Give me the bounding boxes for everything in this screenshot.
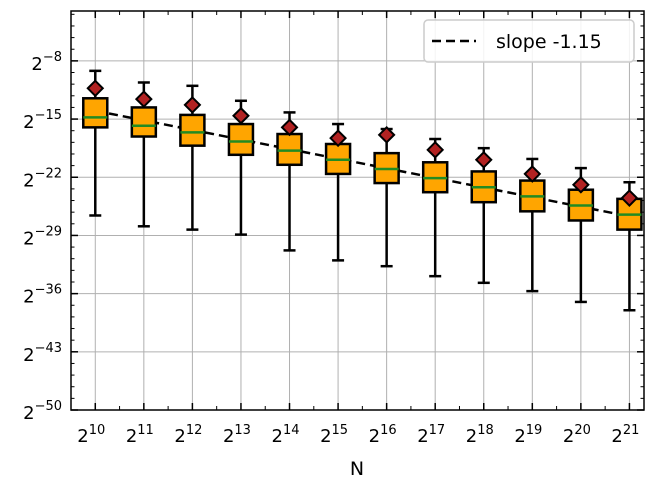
axes: 210 211 212 213 214 215 216 217 218 219 220 221 2−8 2… xyxy=(23,10,645,480)
mean-marker xyxy=(329,129,347,148)
x-tick-label: 216 xyxy=(369,423,397,447)
box-group xyxy=(130,81,158,228)
legend: slope -1.15 xyxy=(423,19,635,63)
mean-marker xyxy=(232,106,250,125)
x-tick-label: 214 xyxy=(272,423,300,447)
mean-marker xyxy=(426,140,445,159)
box-group xyxy=(616,180,643,312)
mean-marker xyxy=(523,165,542,183)
x-tick-label: 220 xyxy=(563,423,591,447)
box-group xyxy=(421,137,449,278)
box-iqr xyxy=(227,122,255,157)
legend-box xyxy=(423,19,635,63)
x-tick-label: 212 xyxy=(174,423,202,447)
y-tick-label: 2−50 xyxy=(23,399,62,424)
box-group xyxy=(227,99,255,236)
x-tick-label: 213 xyxy=(223,423,251,447)
mean-marker xyxy=(280,118,299,137)
mean-marker xyxy=(620,189,639,207)
mean-marker xyxy=(474,150,493,169)
y-tick-label: 2−8 xyxy=(31,50,62,75)
box-iqr xyxy=(82,97,109,129)
y-tick-label: 2−15 xyxy=(23,108,62,133)
fit-line xyxy=(95,109,630,218)
x-tick-label: 221 xyxy=(611,423,639,447)
box-group xyxy=(373,125,400,268)
x-tick-label: 210 xyxy=(77,423,105,447)
mean-marker xyxy=(134,90,153,109)
box-group xyxy=(276,111,303,252)
box-group xyxy=(82,69,109,217)
box-group xyxy=(324,122,352,262)
box-group xyxy=(519,157,546,293)
y-tick-label: 2−43 xyxy=(23,341,62,366)
y-tick-label: 2−29 xyxy=(23,224,62,249)
x-axis-label: N xyxy=(350,458,364,480)
x-tick-label: 219 xyxy=(514,423,542,447)
x-tick-label: 218 xyxy=(466,423,494,447)
x-tick-label: 215 xyxy=(320,423,348,447)
legend-label: slope -1.15 xyxy=(496,31,602,53)
box-layer xyxy=(82,69,643,312)
y-tick-label: 2−36 xyxy=(23,283,62,308)
mean-marker xyxy=(183,96,202,114)
box-iqr xyxy=(179,113,206,147)
box-group xyxy=(179,84,206,231)
plot-frame xyxy=(70,10,645,411)
mean-marker xyxy=(86,79,105,98)
box-group xyxy=(567,166,595,304)
box-group xyxy=(470,146,498,285)
x-tick-label: 211 xyxy=(126,423,154,447)
mean-marker xyxy=(377,125,396,144)
grid xyxy=(71,11,644,411)
fit-line-layer xyxy=(95,109,630,218)
mean-marker xyxy=(571,175,590,194)
box-iqr xyxy=(130,106,158,138)
y-tick-label: 2−22 xyxy=(23,166,62,191)
x-tick-label: 217 xyxy=(417,423,445,447)
